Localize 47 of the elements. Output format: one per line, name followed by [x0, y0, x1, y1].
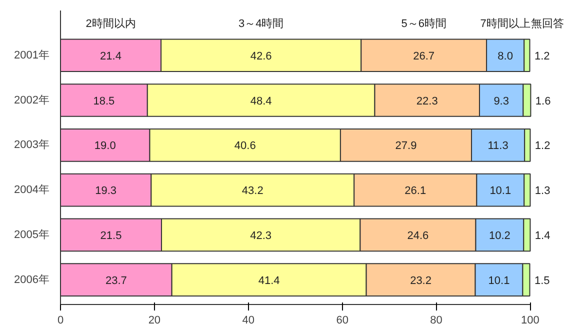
data-label: 23.2 [410, 274, 432, 287]
data-label: 24.6 [407, 230, 429, 242]
data-label: 41.4 [258, 274, 280, 287]
data-label: 18.5 [93, 95, 115, 108]
data-label: 10.1 [490, 185, 512, 198]
data-label: 23.7 [105, 274, 127, 287]
series-label: 7時間以上 [480, 16, 530, 30]
data-label: 1.2 [534, 50, 550, 62]
x-tick-label: 20 [148, 314, 161, 326]
data-label: 1.4 [534, 230, 550, 242]
x-tick-label: 80 [430, 314, 442, 326]
data-label: 10.2 [488, 230, 510, 242]
data-label: 19.3 [95, 185, 117, 198]
data-label: 8.0 [498, 50, 513, 62]
y-tick-label: 2002年 [14, 94, 50, 106]
series-label: 5～6時間 [401, 16, 446, 30]
data-label: 9.3 [494, 95, 509, 108]
y-tick-label: 2006年 [14, 274, 50, 286]
x-tick-label: 40 [242, 314, 255, 326]
data-label: 21.5 [100, 230, 122, 242]
data-label: 11.3 [488, 140, 508, 152]
data-label: 1.5 [534, 274, 550, 287]
data-label: 27.9 [395, 140, 417, 152]
data-label: 48.4 [250, 95, 272, 108]
series-label: 3～4時間 [238, 16, 284, 30]
data-label: 26.7 [413, 50, 435, 62]
data-label: 21.4 [100, 50, 122, 62]
y-tick-label: 2003年 [14, 139, 50, 152]
data-label: 19.0 [94, 140, 116, 152]
x-tick-label: 0 [57, 314, 64, 326]
data-label: 22.3 [416, 95, 438, 108]
y-tick-label: 2004年 [14, 184, 50, 196]
data-label: 10.1 [488, 274, 510, 287]
x-tick-label: 100 [521, 314, 540, 326]
series-label: 2時間以内 [86, 16, 136, 30]
y-tick-label: 2001年 [14, 49, 50, 62]
data-label: 1.3 [534, 185, 550, 198]
data-label: 42.6 [250, 50, 272, 62]
data-label: 1.6 [535, 95, 551, 108]
data-label: 43.2 [242, 185, 264, 198]
data-label: 1.2 [534, 140, 550, 152]
data-label: 26.1 [404, 185, 426, 198]
data-label: 42.3 [250, 230, 272, 242]
data-label: 40.6 [234, 140, 256, 152]
y-tick-label: 2005年 [14, 228, 50, 241]
series-label: 無回答 [531, 18, 564, 30]
x-tick-label: 60 [336, 314, 348, 326]
